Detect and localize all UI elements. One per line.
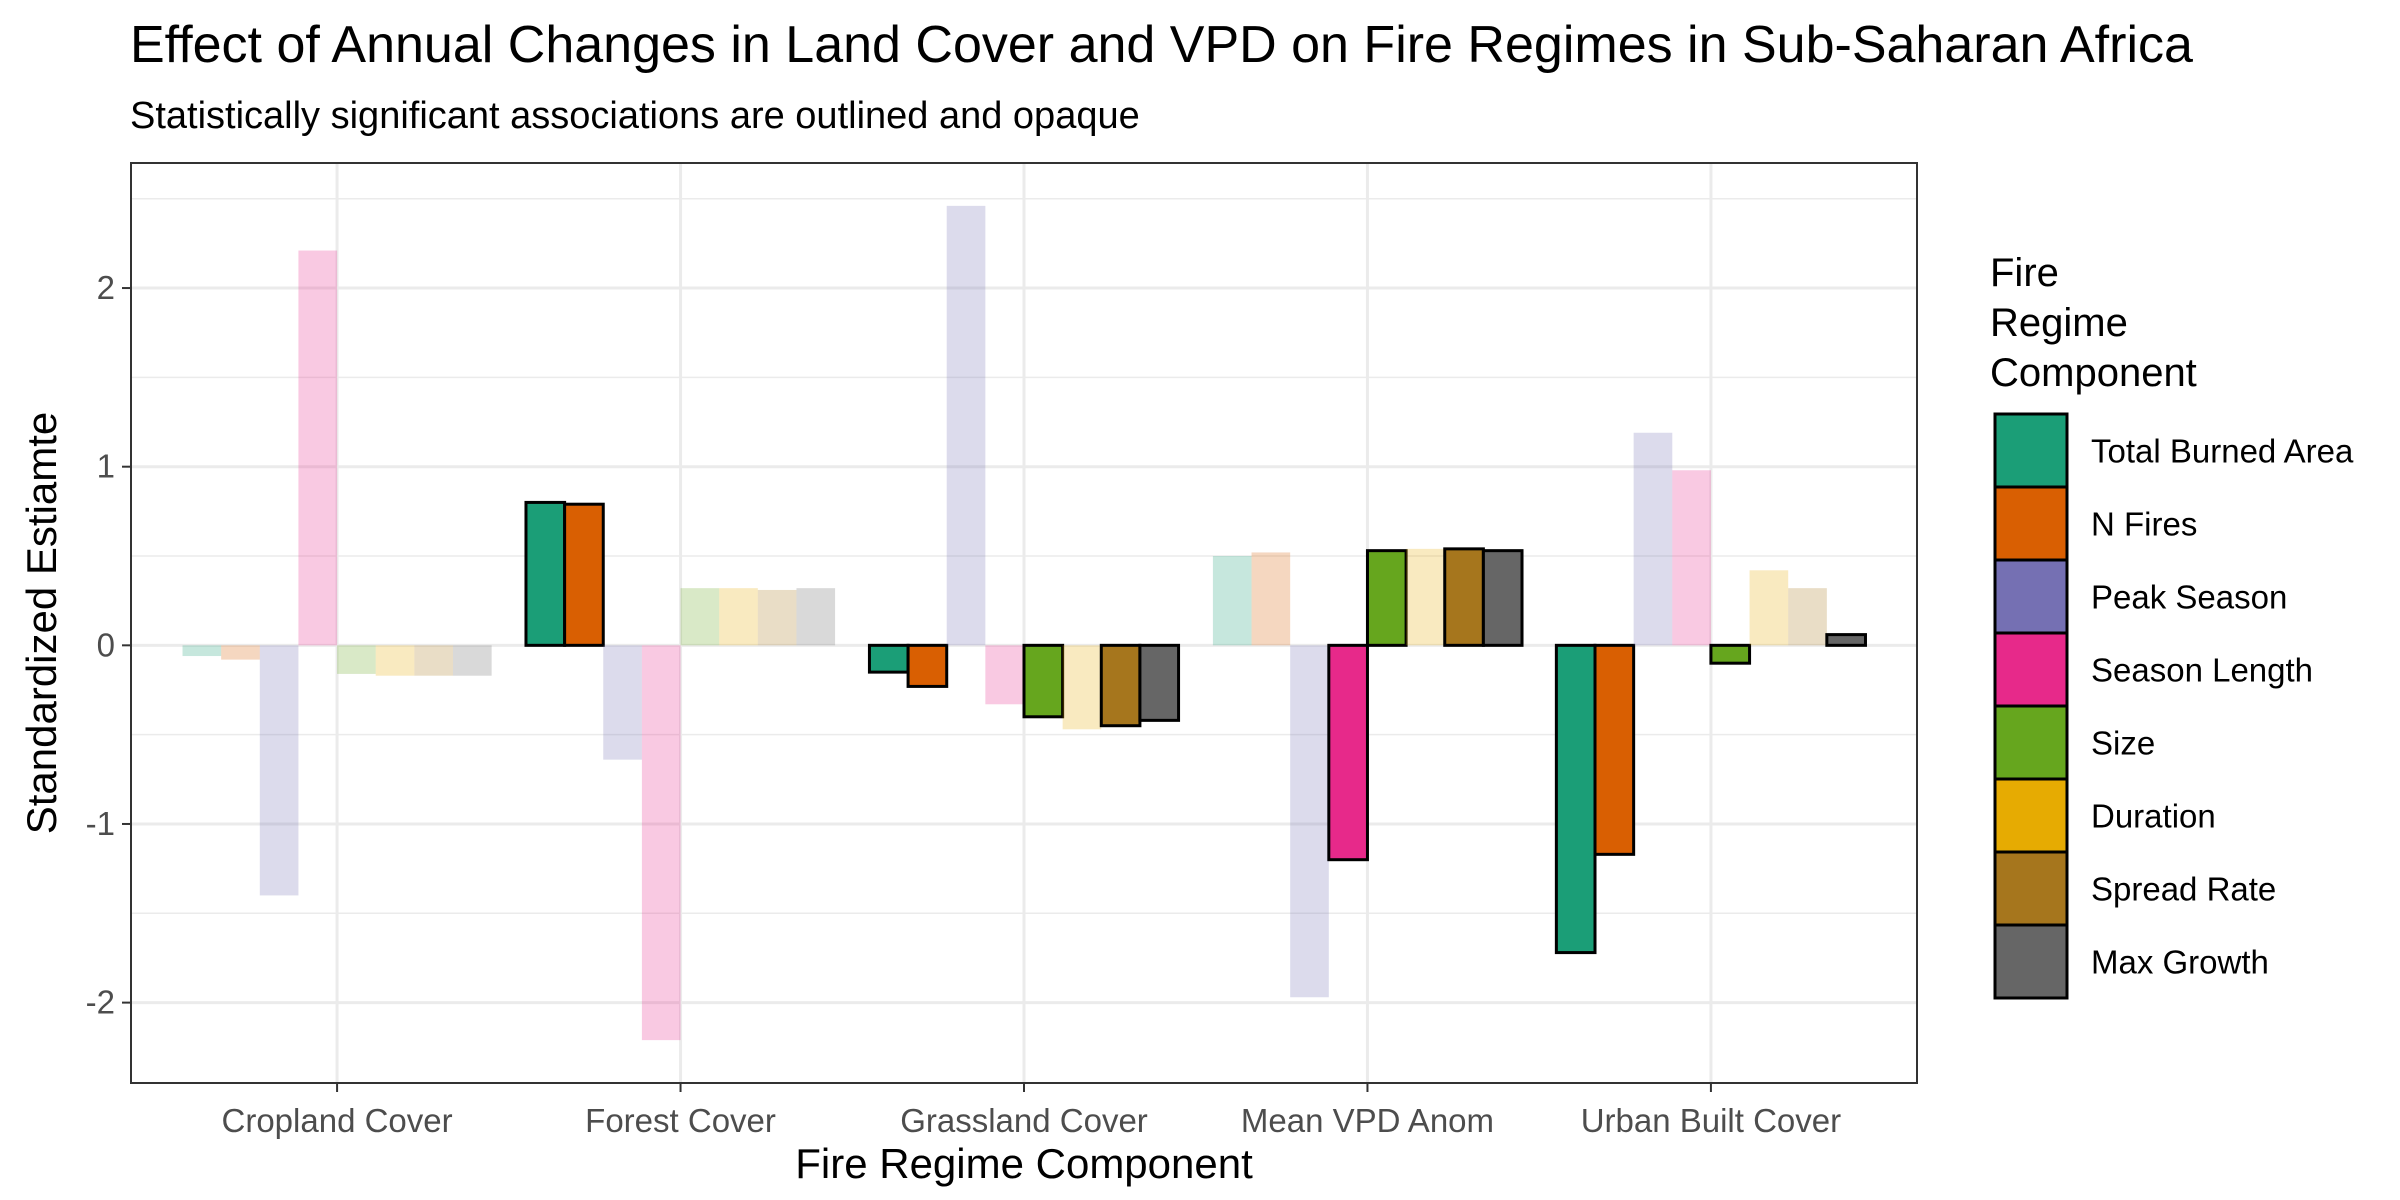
bar [867,643,910,674]
bar [1062,645,1102,730]
legend-title: Fire Regime Component [1990,251,2197,395]
bars [182,205,1867,1041]
bar [1138,643,1181,722]
legend-key [1993,850,2069,927]
legend-title-line-3: Component [1990,351,2197,395]
bar [680,588,720,646]
y-tick-label: -2 [86,984,115,1021]
bar [414,645,453,676]
bar [796,588,836,646]
bar [1365,549,1408,647]
bar [906,643,949,688]
legend-label: Size [2091,725,2155,762]
bar [641,645,681,1041]
bar [563,502,605,647]
y-axis-title: Standardized Estiamte [18,412,65,835]
bar [1554,643,1597,955]
bar [946,205,986,646]
plot-panel [130,162,1918,1084]
legend-label: Peak Season [2091,579,2287,616]
bar [757,589,797,646]
legend-key [1993,631,2069,708]
legend-key [1993,558,2069,635]
bar [1788,588,1827,646]
bar [259,645,299,896]
bar [1633,432,1673,646]
y-tick-label: 0 [97,626,115,663]
bar [1290,645,1329,998]
legend-key [1993,485,2069,562]
bar [1672,470,1711,646]
y-tick-label: 1 [97,448,115,485]
legend-label: Season Length [2091,652,2313,689]
legend-items: Total Burned Area N Fires Peak Season Seaso… [1993,412,2354,1000]
x-axis-title: Fire Regime Component [795,1140,1253,1187]
y-tick-label: 2 [97,269,115,306]
y-tick-label: -1 [86,805,115,842]
y-axis: -2 -1 0 1 2 [86,269,131,1021]
x-tick-label: Grassland Cover [900,1102,1148,1139]
bar [337,645,376,674]
chart-title: Effect of Annual Changes in Land Cover a… [130,16,2193,74]
legend-key [1993,777,2069,854]
bar [1327,643,1369,862]
bar [452,645,492,676]
bar [1593,643,1636,856]
x-axis: Cropland Cover Forest Cover Grassland Cove… [222,1083,1841,1139]
bar [298,250,338,646]
legend-title-line-1: Fire [1990,251,2059,295]
bar [1709,643,1752,665]
x-tick-label: Forest Cover [585,1102,776,1139]
x-tick-label: Urban Built Cover [1581,1102,1841,1139]
legend-key [1993,923,2069,1000]
bar [985,645,1024,705]
legend-label: Spread Rate [2091,871,2276,908]
legend-label: Duration [2091,798,2216,835]
bar [1406,548,1445,646]
bar [603,645,642,760]
x-tick-label: Cropland Cover [222,1102,453,1139]
legend-key [1993,412,2069,489]
bar [1212,556,1252,646]
bar [1749,570,1789,646]
bar [1022,643,1065,719]
bar [1443,547,1485,647]
x-tick-label: Mean VPD Anom [1241,1102,1494,1139]
bar [375,645,415,676]
bar [524,500,567,647]
bar [1481,549,1524,647]
bar [1099,643,1142,728]
bar [221,645,260,660]
legend-label: Max Growth [2091,944,2269,981]
chart-subtitle: Statistically significant associations a… [130,95,1140,137]
legend-key [1993,704,2069,781]
bar [1251,552,1291,646]
bar [719,588,758,646]
bar [1825,633,1867,647]
legend: Fire Regime Component Total Burned Area N… [1990,251,2354,1000]
bar [182,645,222,657]
legend-label: N Fires [2091,506,2197,543]
legend-label: Total Burned Area [2091,433,2354,470]
legend-title-line-2: Regime [1990,301,2128,345]
